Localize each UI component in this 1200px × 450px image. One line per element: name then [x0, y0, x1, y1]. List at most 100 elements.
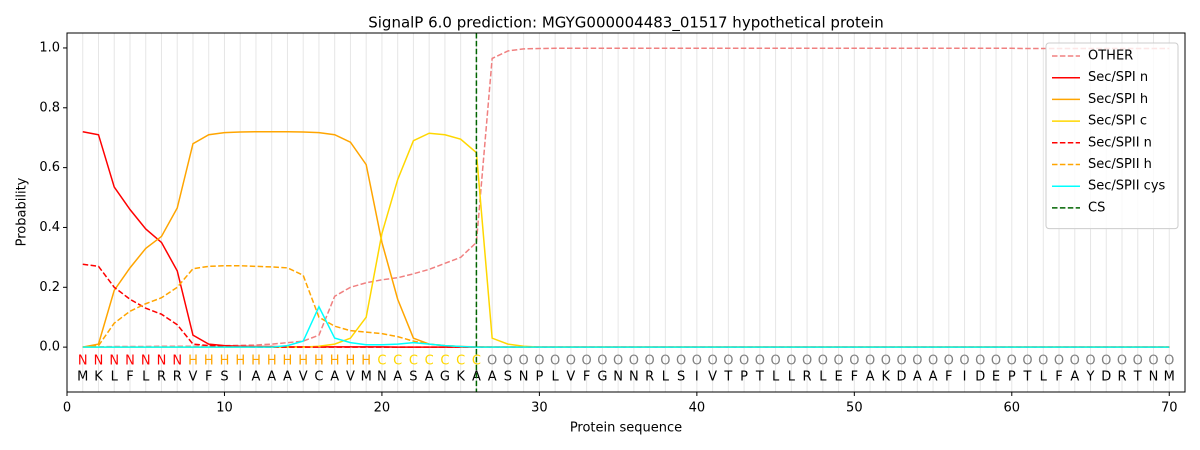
region-label: O	[645, 354, 655, 369]
region-label: H	[283, 354, 293, 369]
region-label: H	[188, 354, 198, 369]
region-label: N	[109, 354, 119, 369]
legend-label: Sec/SPI n	[1088, 70, 1148, 85]
residue-label: M	[361, 370, 372, 385]
x-tick-label: 40	[689, 401, 706, 416]
residue-label: V	[299, 370, 308, 385]
residue-label: G	[597, 370, 607, 385]
region-label: O	[975, 354, 985, 369]
region-label: O	[739, 354, 749, 369]
region-label: O	[770, 354, 780, 369]
residue-label: N	[377, 370, 387, 385]
residue-label: E	[992, 370, 1000, 385]
residue-label: P	[535, 370, 543, 385]
region-label: O	[629, 354, 639, 369]
residue-label: Y	[1086, 370, 1095, 385]
y-tick-label: 0.2	[39, 280, 60, 295]
residue-label: M	[1164, 370, 1175, 385]
residue-label: V	[708, 370, 717, 385]
series-line	[82, 130, 1170, 348]
region-label: O	[896, 354, 906, 369]
residue-label: F	[945, 370, 952, 385]
y-tick-label: 0.6	[39, 160, 60, 175]
y-tick-label: 0.8	[39, 100, 60, 115]
residue-label: R	[645, 370, 654, 385]
residue-label: L	[142, 370, 150, 385]
residue-label: K	[882, 370, 891, 385]
residue-label: A	[393, 370, 402, 385]
region-label: N	[78, 354, 88, 369]
region-label: O	[928, 354, 938, 369]
x-tick-label: 50	[846, 401, 863, 416]
residue-label: S	[409, 370, 417, 385]
region-label: O	[1117, 354, 1127, 369]
residue-label: V	[189, 370, 198, 385]
x-tick-label: 60	[1004, 401, 1021, 416]
region-label: O	[1164, 354, 1174, 369]
region-label: H	[361, 354, 371, 369]
legend-label: Sec/SPII n	[1088, 135, 1152, 150]
region-label: C	[409, 354, 418, 369]
residue-label: F	[1055, 370, 1062, 385]
region-label: O	[991, 354, 1001, 369]
region-label: O	[519, 354, 529, 369]
region-label: O	[944, 354, 954, 369]
region-label: H	[204, 354, 214, 369]
residue-label: R	[803, 370, 812, 385]
region-label: C	[377, 354, 386, 369]
legend-box	[1045, 42, 1179, 230]
region-label: H	[220, 354, 230, 369]
residue-label: R	[157, 370, 166, 385]
residue-label: M	[77, 370, 88, 385]
residue-label: T	[1023, 370, 1032, 385]
residue-label: C	[314, 370, 323, 385]
residue-label: S	[504, 370, 512, 385]
region-label: C	[425, 354, 434, 369]
residue-label: S	[220, 370, 228, 385]
x-tick-label: 10	[216, 401, 233, 416]
region-label: O	[1148, 354, 1158, 369]
region-label: N	[157, 354, 167, 369]
region-label: O	[1054, 354, 1064, 369]
region-label: H	[251, 354, 261, 369]
residue-label: L	[1040, 370, 1048, 385]
residue-label: F	[205, 370, 212, 385]
region-label: N	[141, 354, 151, 369]
region-label: O	[1022, 354, 1032, 369]
region-label: O	[865, 354, 875, 369]
region-label: O	[1101, 354, 1111, 369]
residue-label: I	[963, 370, 967, 385]
region-label: H	[314, 354, 324, 369]
region-label: N	[94, 354, 104, 369]
residue-label: F	[851, 370, 858, 385]
x-tick-label: 0	[63, 401, 71, 416]
region-label: O	[959, 354, 969, 369]
residue-label: D	[1101, 370, 1111, 385]
region-label: O	[692, 354, 702, 369]
residue-label: A	[1070, 370, 1079, 385]
region-label: O	[534, 354, 544, 369]
residue-label: S	[677, 370, 685, 385]
region-label: O	[676, 354, 686, 369]
region-label: O	[1070, 354, 1080, 369]
residue-label: N	[1149, 370, 1159, 385]
residue-label: I	[695, 370, 699, 385]
residue-label: A	[488, 370, 497, 385]
residue-label: V	[346, 370, 355, 385]
region-label: N	[125, 354, 135, 369]
region-label: O	[1085, 354, 1095, 369]
region-label: O	[755, 354, 765, 369]
residue-label: L	[788, 370, 796, 385]
region-label: O	[613, 354, 623, 369]
residue-label: A	[252, 370, 261, 385]
residue-label: F	[583, 370, 590, 385]
x-tick-label: 20	[374, 401, 391, 416]
series-line	[82, 132, 1170, 348]
residue-label: K	[456, 370, 465, 385]
residue-label: I	[238, 370, 242, 385]
region-label: O	[707, 354, 717, 369]
series-line	[82, 305, 1170, 348]
series-line	[82, 47, 1170, 348]
residue-label: A	[913, 370, 922, 385]
